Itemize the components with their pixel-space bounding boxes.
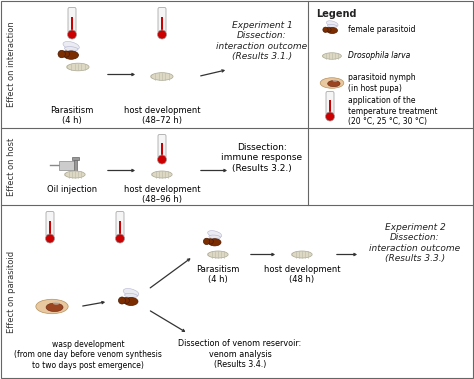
Ellipse shape xyxy=(151,172,156,177)
FancyBboxPatch shape xyxy=(158,135,166,158)
Ellipse shape xyxy=(64,51,79,59)
Ellipse shape xyxy=(327,28,337,33)
FancyBboxPatch shape xyxy=(158,8,166,33)
Text: Legend: Legend xyxy=(316,9,356,19)
Text: Experiment 1
Dissection:
interaction outcome
(Results 3.1.): Experiment 1 Dissection: interaction out… xyxy=(217,21,308,61)
Text: Parasitism
(4 h): Parasitism (4 h) xyxy=(196,265,240,284)
Ellipse shape xyxy=(328,80,340,87)
Ellipse shape xyxy=(64,47,78,51)
Text: wasp development
(from one day before venom synthesis
to two days post emergence: wasp development (from one day before ve… xyxy=(14,340,162,370)
Circle shape xyxy=(46,234,55,243)
Text: application of the
temperature treatment
(20 °C, 25 °C, 30 °C): application of the temperature treatment… xyxy=(348,96,438,126)
Bar xyxy=(161,17,164,31)
Ellipse shape xyxy=(320,78,344,88)
Circle shape xyxy=(58,50,65,58)
Ellipse shape xyxy=(46,303,63,312)
Circle shape xyxy=(118,297,126,304)
Text: Oil injection: Oil injection xyxy=(47,185,97,194)
Ellipse shape xyxy=(333,79,337,82)
Text: Parasitism
(4 h): Parasitism (4 h) xyxy=(50,106,94,125)
FancyBboxPatch shape xyxy=(326,91,334,114)
Ellipse shape xyxy=(207,239,213,244)
FancyBboxPatch shape xyxy=(68,8,76,33)
Ellipse shape xyxy=(36,299,68,314)
Ellipse shape xyxy=(151,73,173,80)
Text: Experiment 2
Dissection:
interaction outcome
(Results 3.3.): Experiment 2 Dissection: interaction out… xyxy=(369,223,461,263)
Text: Effect on interaction: Effect on interaction xyxy=(8,22,17,107)
Bar xyxy=(328,100,331,113)
Ellipse shape xyxy=(122,298,129,304)
FancyBboxPatch shape xyxy=(116,211,124,236)
Ellipse shape xyxy=(125,293,137,298)
Text: Effect on parasitoid: Effect on parasitoid xyxy=(8,251,17,332)
Ellipse shape xyxy=(62,51,70,57)
Ellipse shape xyxy=(292,251,312,258)
Bar xyxy=(118,221,121,235)
Circle shape xyxy=(157,30,166,39)
Ellipse shape xyxy=(322,54,326,58)
Ellipse shape xyxy=(209,239,221,246)
Bar xyxy=(59,161,75,170)
Text: host development
(48 h): host development (48 h) xyxy=(264,265,340,284)
Bar xyxy=(74,159,77,172)
Ellipse shape xyxy=(67,63,89,71)
Ellipse shape xyxy=(207,252,212,257)
Ellipse shape xyxy=(66,65,71,69)
Bar xyxy=(73,157,79,160)
Ellipse shape xyxy=(63,41,79,50)
Circle shape xyxy=(157,155,166,164)
Text: Dissection of venom reservoir:
venom analysis
(Results 3.4.): Dissection of venom reservoir: venom ana… xyxy=(178,340,301,369)
Ellipse shape xyxy=(327,21,338,27)
Ellipse shape xyxy=(328,25,337,28)
Text: Effect on host: Effect on host xyxy=(8,137,17,196)
Ellipse shape xyxy=(208,231,222,238)
Text: Drosophila larva: Drosophila larva xyxy=(348,52,410,61)
Ellipse shape xyxy=(323,53,341,59)
Text: host development
(48–72 h): host development (48–72 h) xyxy=(124,106,200,125)
Circle shape xyxy=(203,238,210,244)
Circle shape xyxy=(116,234,125,243)
Bar xyxy=(161,143,164,156)
Text: Dissection:
immune response
(Results 3.2.): Dissection: immune response (Results 3.2… xyxy=(221,143,302,173)
Ellipse shape xyxy=(208,251,228,258)
Ellipse shape xyxy=(65,171,85,178)
Text: host development
(48–96 h): host development (48–96 h) xyxy=(124,185,200,204)
FancyBboxPatch shape xyxy=(46,211,54,236)
Ellipse shape xyxy=(124,298,138,305)
Ellipse shape xyxy=(326,28,331,32)
Ellipse shape xyxy=(123,288,139,296)
Bar xyxy=(49,221,51,235)
Circle shape xyxy=(326,112,335,121)
Ellipse shape xyxy=(291,252,296,257)
Text: parasitoid nymph
(in host pupa): parasitoid nymph (in host pupa) xyxy=(348,73,416,93)
Ellipse shape xyxy=(53,301,60,305)
Ellipse shape xyxy=(150,74,155,78)
Bar xyxy=(71,17,73,31)
Ellipse shape xyxy=(64,172,69,177)
Circle shape xyxy=(323,27,328,32)
Ellipse shape xyxy=(209,235,220,239)
Text: female parasitoid: female parasitoid xyxy=(348,25,416,33)
Circle shape xyxy=(67,30,76,39)
Ellipse shape xyxy=(152,171,172,178)
